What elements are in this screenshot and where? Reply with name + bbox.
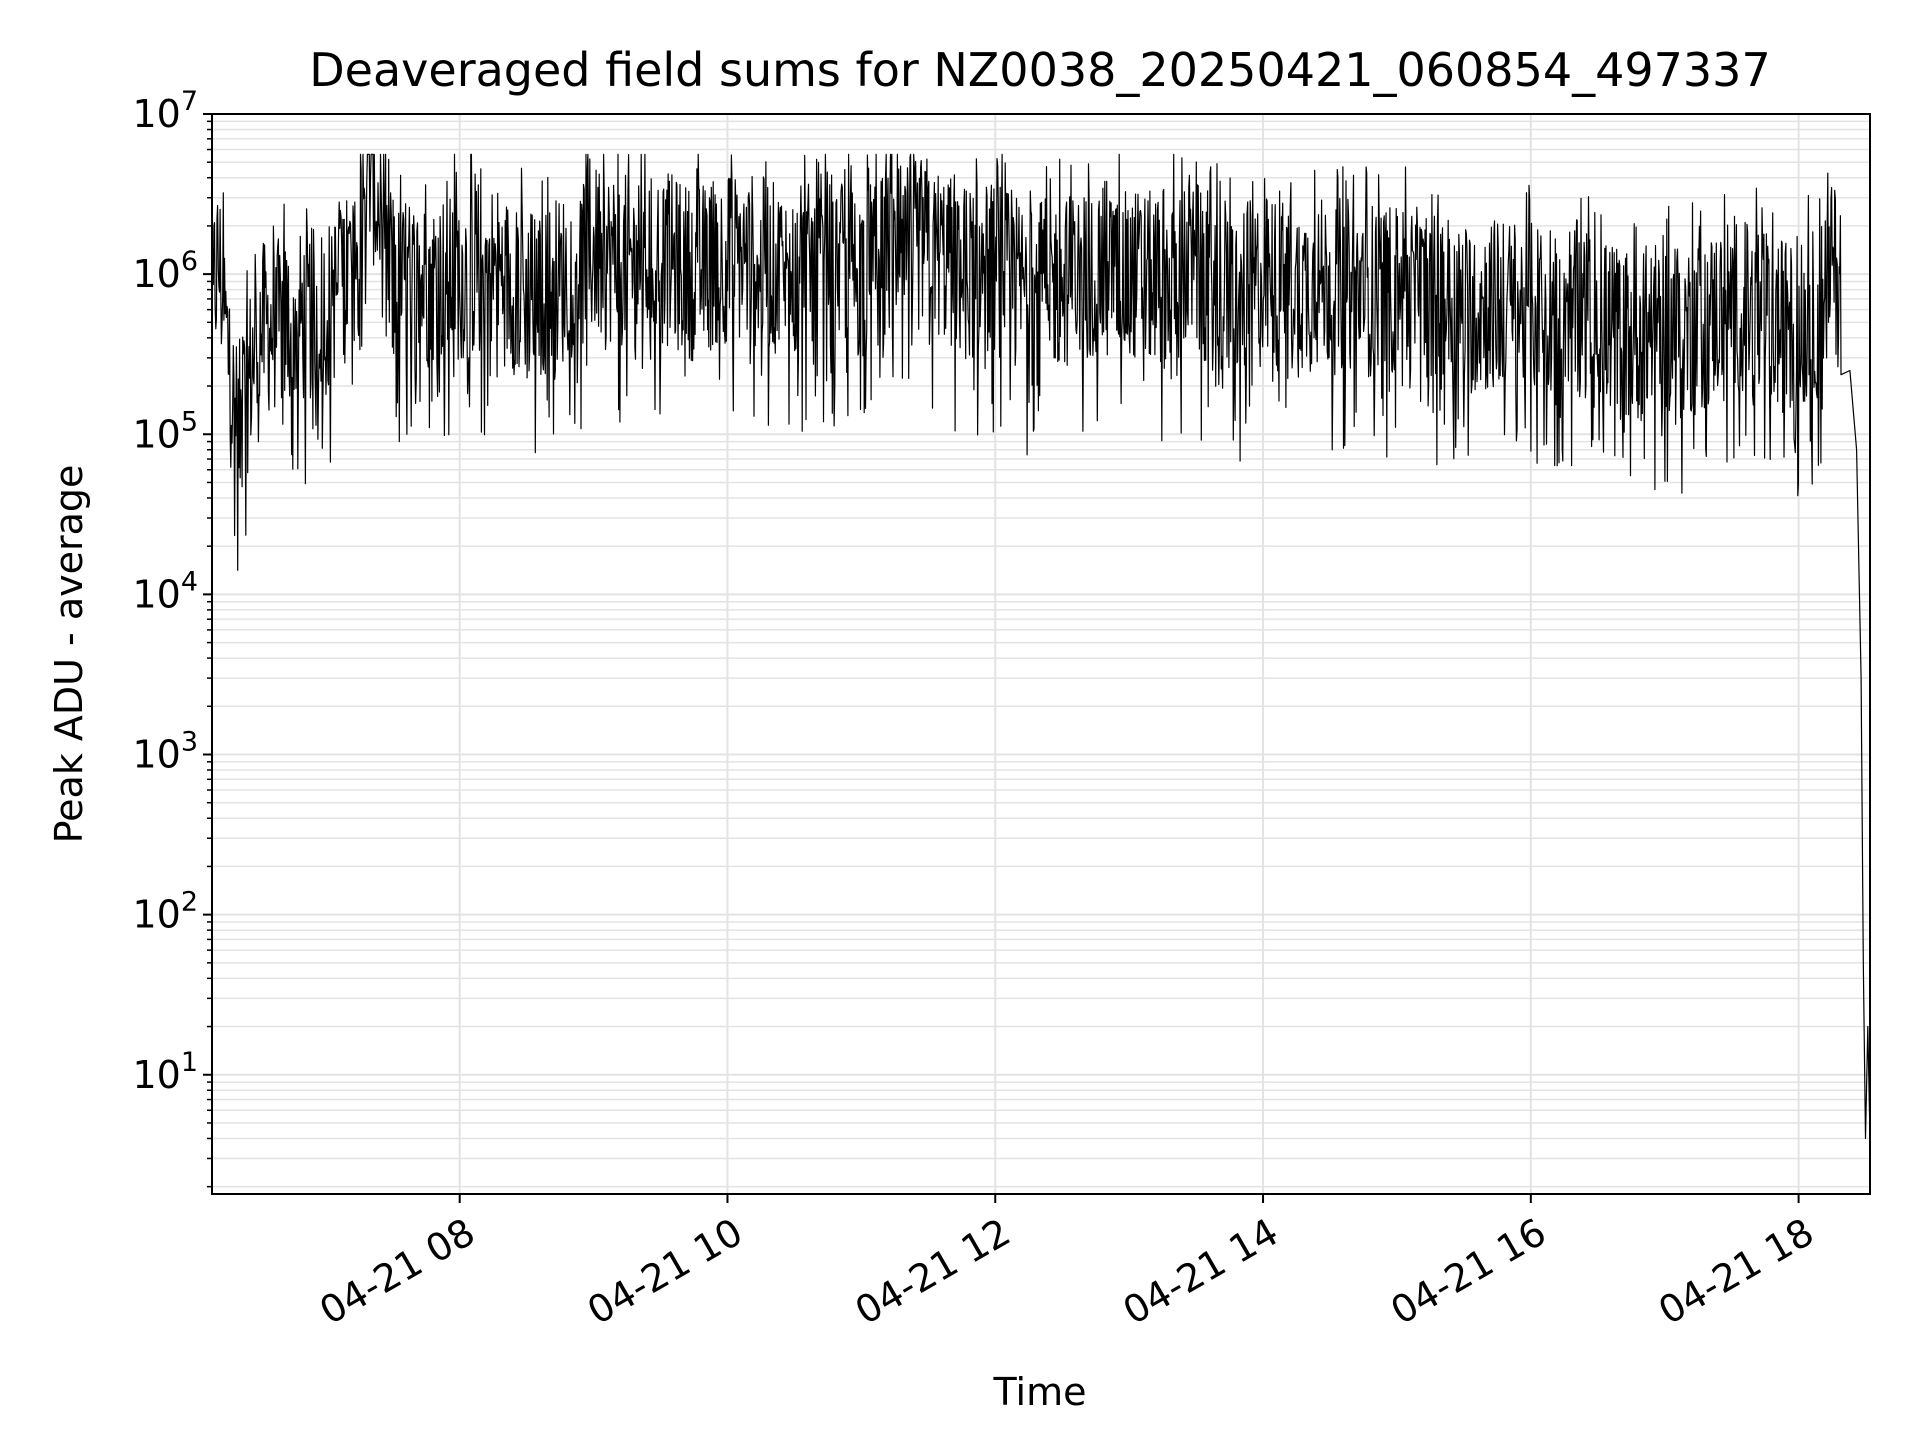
y-tick-label: 101 [132,1047,198,1097]
data-layer [211,153,1871,1140]
y-tick-label: 106 [132,246,198,296]
plot-frame [211,113,1871,1195]
chart-title: Deaveraged field sums for NZ0038_2025042… [309,43,1770,97]
series-line [211,153,1871,1140]
y-axis-label: Peak ADU - average [47,465,91,844]
y-tick-label: 105 [132,406,198,456]
y-tick-label: 102 [132,887,198,937]
y-tick-label: 103 [132,727,198,777]
x-axis-label: Time [993,1370,1087,1414]
plot-background [212,114,1870,1194]
y-tick-label: 104 [132,566,198,616]
grid-layer [212,113,1870,1194]
y-tick-label: 107 [132,86,198,136]
